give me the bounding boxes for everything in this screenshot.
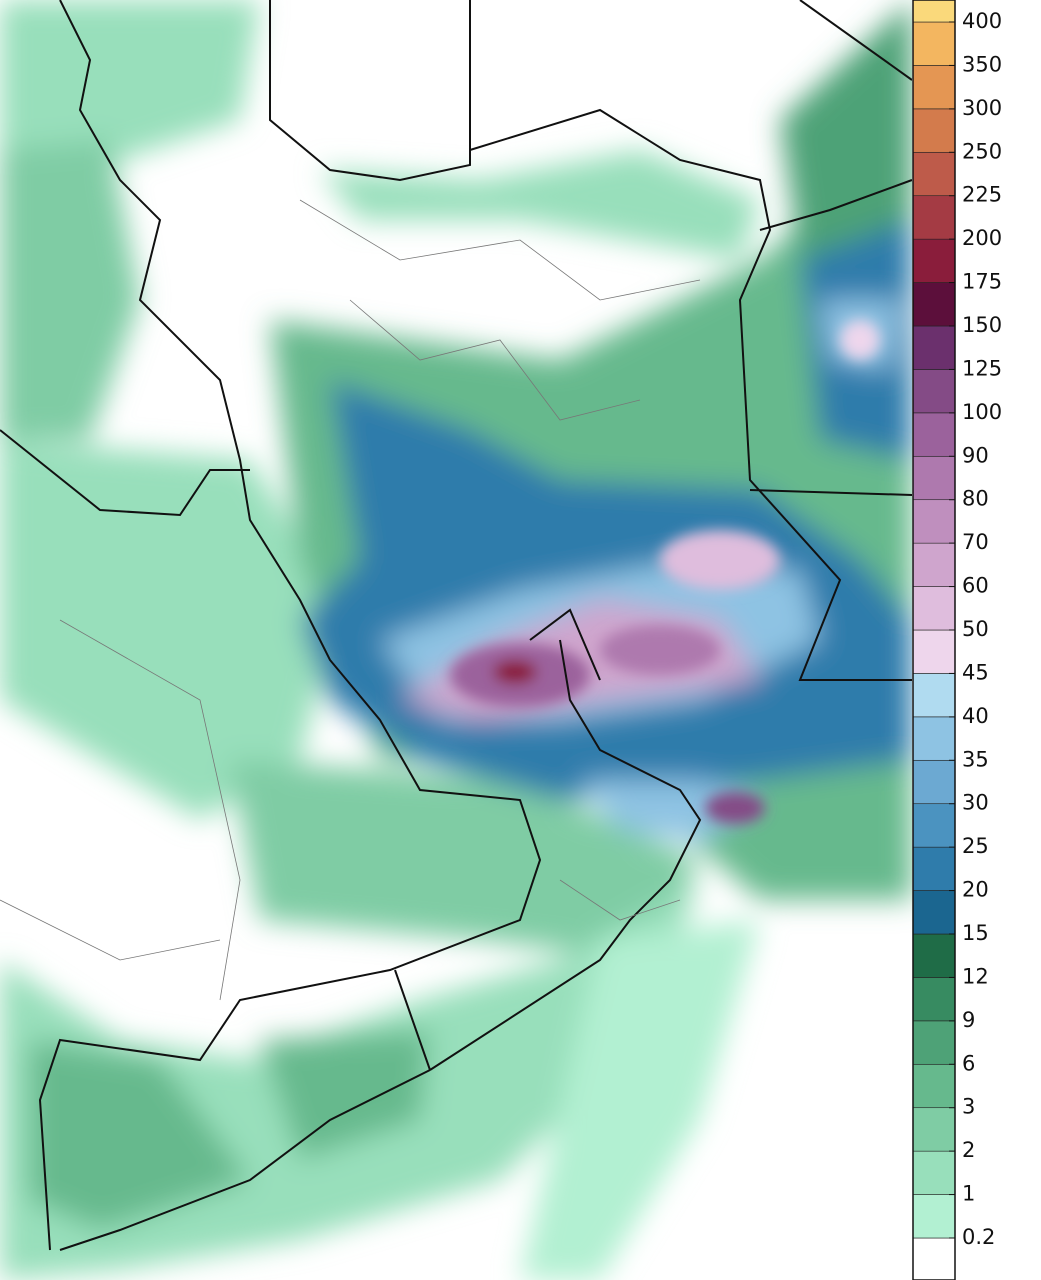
legend-swatch — [912, 586, 956, 631]
precipitation-map — [0, 0, 912, 1280]
legend-swatch — [912, 0, 956, 23]
legend-swatch — [912, 1020, 956, 1065]
legend-label: 9 — [962, 1008, 975, 1032]
legend-swatch — [912, 412, 956, 457]
legend-swatch — [912, 542, 956, 587]
legend-label: 225 — [962, 183, 1002, 207]
legend-swatch — [912, 499, 956, 544]
legend-swatch — [912, 846, 956, 891]
legend-swatch — [912, 21, 956, 66]
legend-label: 35 — [962, 747, 989, 771]
legend-label: 45 — [962, 660, 989, 684]
rain-cores — [450, 320, 880, 824]
legend-label: 50 — [962, 617, 989, 641]
admin-lines — [0, 199, 701, 1001]
legend-swatch — [912, 1150, 956, 1195]
legend-swatch — [912, 759, 956, 805]
legend-swatch — [912, 65, 956, 110]
borders — [0, 0, 912, 1251]
legend-label: 1 — [962, 1182, 975, 1206]
legend-label: 175 — [962, 270, 1002, 294]
legend-label: 2 — [962, 1138, 975, 1162]
legend-label: 250 — [962, 139, 1002, 163]
legend-label: 60 — [962, 574, 989, 598]
legend-swatch — [912, 195, 956, 240]
legend-label: 30 — [962, 791, 989, 815]
legend-label: 350 — [962, 52, 1002, 76]
legend-label: 70 — [962, 530, 989, 554]
legend-swatch — [912, 238, 956, 283]
legend-swatch — [912, 1107, 956, 1152]
legend-swatch — [912, 716, 956, 761]
legend-label: 80 — [962, 487, 989, 511]
legend-swatch — [912, 803, 956, 848]
legend-swatch — [912, 282, 956, 327]
legend-swatch — [912, 1237, 956, 1280]
legend-label: 100 — [962, 400, 1002, 424]
legend-label: 400 — [962, 9, 1002, 33]
legend-swatch — [912, 933, 956, 978]
legend-label: 20 — [962, 878, 989, 902]
legend-frame — [912, 0, 956, 1280]
legend-swatch — [912, 108, 956, 153]
legend-swatch — [912, 151, 956, 197]
legend-label: 150 — [962, 313, 1002, 337]
legend-label: 40 — [962, 704, 989, 728]
legend-label: 0.2 — [962, 1225, 995, 1249]
legend-label: 200 — [962, 226, 1002, 250]
legend-label: 15 — [962, 921, 989, 945]
legend-swatch — [912, 455, 956, 501]
legend-label: 25 — [962, 834, 989, 858]
legend-label: 125 — [962, 356, 1002, 380]
legend-label: 6 — [962, 1051, 975, 1075]
legend-label: 12 — [962, 964, 989, 988]
legend-swatch — [912, 673, 956, 718]
legend-swatch — [912, 369, 956, 414]
legend-swatch — [912, 977, 956, 1022]
legend-label: 3 — [962, 1095, 975, 1119]
legend-label: 300 — [962, 96, 1002, 120]
legend-swatch — [912, 629, 956, 674]
legend-label: 90 — [962, 443, 989, 467]
legend-swatch — [912, 890, 956, 935]
legend-swatch — [912, 325, 956, 370]
legend-swatch — [912, 1194, 956, 1239]
legend-swatch — [912, 1063, 956, 1109]
